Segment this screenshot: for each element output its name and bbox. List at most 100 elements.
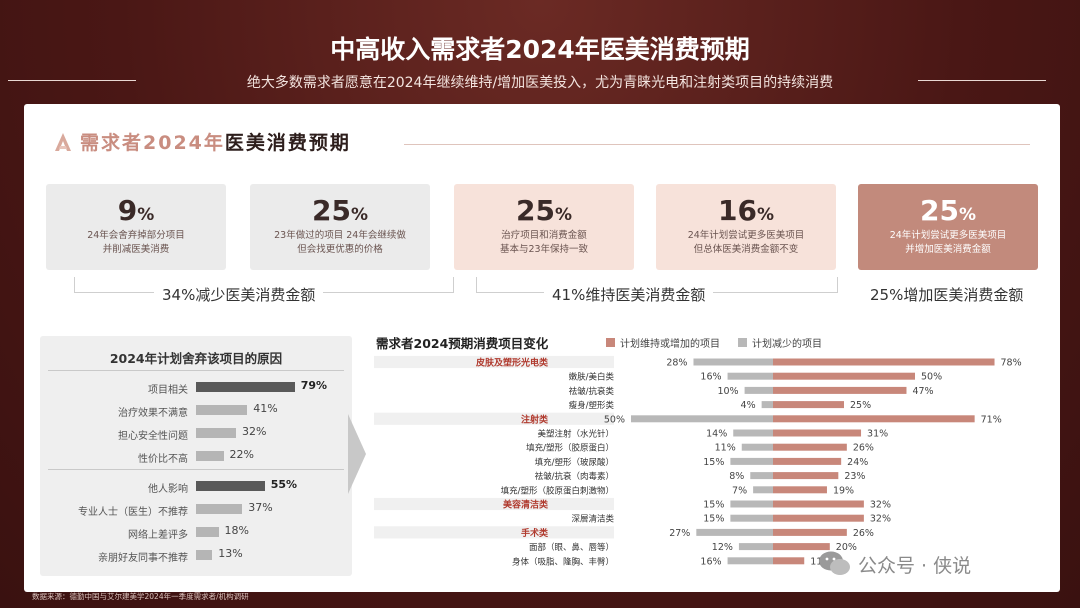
decrease-bar <box>741 443 773 451</box>
data-source: 数据来源：德勤中国与艾尔建美学2024年一季度需求者/机构调研 <box>32 592 249 601</box>
chart-title: 需求者2024预期消费项目变化 <box>376 336 549 351</box>
increase-label: 32% <box>870 500 891 511</box>
group-label-increase: 25%增加医美消费金额 <box>862 284 1032 305</box>
card-percent: 25% <box>919 194 976 227</box>
row-label: 填充/塑形（玻尿酸） <box>535 457 614 468</box>
reason-row: 性价比不高 22% <box>40 446 352 466</box>
wechat-icon <box>819 551 850 575</box>
card-percent: 25% <box>515 194 572 227</box>
card-description: 治疗项目和消费金额 基本与23年保持一致 <box>499 230 589 255</box>
reason-row: 项目相关 79% <box>40 377 352 397</box>
page-title: 中高收入需求者2024年医美消费预期 <box>330 35 750 64</box>
reason-label: 项目相关 <box>148 385 188 396</box>
reason-bar <box>196 550 213 560</box>
decrease-bar <box>738 543 773 551</box>
reason-bar <box>196 504 243 514</box>
group-label-maintain: 41%维持医美消费金额 <box>544 284 714 305</box>
increase-bar <box>773 528 847 536</box>
reason-bar <box>196 405 248 415</box>
increase-label: 19% <box>833 485 854 496</box>
category-band <box>374 526 614 539</box>
card-description: 24年会舍弃掉部分项目 并削减医美消费 <box>87 230 185 255</box>
increase-bar <box>773 429 862 437</box>
increase-bar <box>773 358 995 366</box>
chevron-right-icon <box>348 414 366 494</box>
title-rule-right <box>918 80 1046 81</box>
section-rule <box>404 144 1030 145</box>
reason-value: 37% <box>248 501 273 514</box>
category-band <box>374 355 614 369</box>
row-label: 祛皱/抗衰（肉毒素） <box>535 471 614 482</box>
decrease-label: 27% <box>669 528 690 539</box>
card-percent: 16% <box>717 194 774 227</box>
increase-bar <box>773 415 975 423</box>
decrease-label: 7% <box>732 485 747 496</box>
increase-label: 25% <box>850 400 871 411</box>
decrease-label: 11% <box>715 443 736 454</box>
expectation-card-4: 16% 24年计划尝试更多医美项目 但总体医美消费金额不变 <box>656 184 836 270</box>
increase-label: 71% <box>981 414 1002 425</box>
reason-label: 他人影响 <box>148 484 188 495</box>
decrease-bar <box>730 500 773 508</box>
increase-label: 26% <box>853 443 874 454</box>
legend-swatch <box>738 338 747 347</box>
row-label: 嫩肤/美白类 <box>569 372 615 383</box>
project-change-chart: 皮肤及塑形光电类 28% 78% 嫩肤/美白类 16% 50% 祛皱/抗衰类 10% 47% 瘦身… <box>374 355 1022 567</box>
category-band <box>374 412 614 425</box>
reason-bar <box>196 428 236 438</box>
decrease-label: 12% <box>712 542 733 553</box>
decrease-bar <box>761 401 773 409</box>
card-description: 24年计划尝试更多医美项目 并增加医美消费金额 <box>889 230 1007 255</box>
decrease-bar <box>744 386 773 394</box>
increase-label: 47% <box>912 386 933 397</box>
increase-label: 78% <box>1001 358 1022 369</box>
abandon-reasons-panel: 2024年计划舍弃该项目的原因 项目相关 79% 治疗效果不满意 41% 担心安全性问题… <box>40 336 352 576</box>
increase-bar <box>773 500 864 508</box>
increase-bar <box>773 472 839 480</box>
reason-label: 担心安全性问题 <box>118 431 188 442</box>
increase-bar <box>773 372 915 380</box>
reasons-divider-top <box>48 370 344 371</box>
increase-bar <box>773 443 847 451</box>
decrease-bar <box>727 557 773 565</box>
row-label: 瘦身/塑形类 <box>569 400 615 411</box>
increase-label: 31% <box>867 429 888 440</box>
row-label: 手术类 <box>521 527 549 539</box>
reason-bar <box>196 382 295 392</box>
card-description: 24年计划尝试更多医美项目 但总体医美消费金额不变 <box>687 230 805 255</box>
row-label: 祛皱/抗衰类 <box>569 386 615 397</box>
reason-value: 32% <box>242 425 267 438</box>
reason-value: 22% <box>229 448 254 461</box>
increase-bar <box>773 401 844 409</box>
decrease-label: 15% <box>703 457 724 468</box>
row-label: 美塑注射（水光针） <box>537 429 614 440</box>
row-label: 面部（眼、鼻、唇等） <box>529 542 614 553</box>
expectation-card-2: 25% 23年做过的项目 24年会继续做 但会找更优惠的价格 <box>250 184 430 270</box>
card-percent: 9% <box>117 194 155 227</box>
legend-item-increase: 计划维持或增加的项目 <box>606 335 720 350</box>
increase-bar <box>773 557 805 565</box>
legend-swatch <box>606 338 615 347</box>
reasons-divider-mid <box>48 469 344 470</box>
decrease-label: 50% <box>604 414 625 425</box>
decrease-label: 4% <box>741 400 756 411</box>
category-band <box>374 497 614 511</box>
decrease-label: 16% <box>700 372 721 383</box>
increase-bar <box>773 457 842 465</box>
row-label: 填充/塑形（胶原蛋白刺激物） <box>501 485 614 496</box>
decrease-label: 15% <box>703 500 724 511</box>
watermark: 公众号 · 侠说 <box>818 550 971 578</box>
increase-label: 20% <box>836 542 857 553</box>
reason-row: 担心安全性问题 32% <box>40 423 352 443</box>
section-header: 需求者2024年医美消费预期 <box>52 128 351 155</box>
decrease-label: 14% <box>706 429 727 440</box>
title-rule-left <box>8 80 136 81</box>
reason-bar <box>196 481 265 491</box>
reason-value: 55% <box>270 478 298 491</box>
decrease-label: 28% <box>666 358 687 369</box>
expectation-card-3: 25% 治疗项目和消费金额 基本与23年保持一致 <box>454 184 634 270</box>
reason-row: 专业人士（医生）不推荐 37% <box>40 499 352 519</box>
reason-value: 41% <box>253 402 278 415</box>
row-label: 注射类 <box>521 413 549 425</box>
brand-logo-icon <box>55 132 71 151</box>
